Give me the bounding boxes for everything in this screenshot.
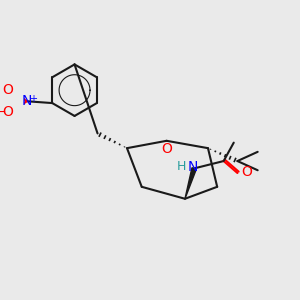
Polygon shape [185,168,196,199]
Text: −: − [0,106,6,119]
Text: H: H [177,160,186,173]
Text: N: N [21,94,32,108]
Text: N: N [188,160,198,175]
Text: O: O [3,83,13,97]
Text: +: + [29,94,37,104]
Text: O: O [3,105,13,119]
Text: O: O [241,165,252,179]
Text: O: O [161,142,172,156]
